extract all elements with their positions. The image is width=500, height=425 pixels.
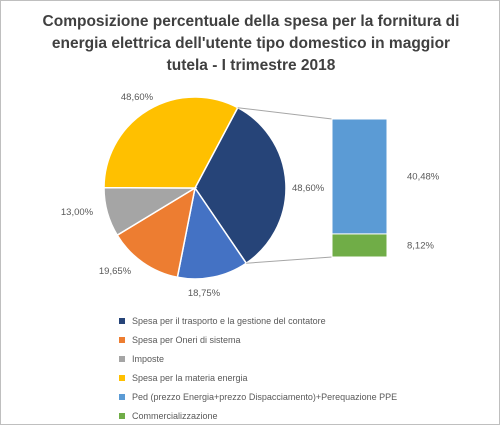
pie-data-label: 19,65%	[99, 266, 132, 277]
pie-data-label: 48,60%	[121, 92, 154, 103]
connector-lines	[237, 107, 333, 264]
legend-swatch	[119, 317, 125, 324]
legend-label: Commercializzazione	[132, 410, 218, 421]
legend-item: Commercializzazione	[119, 406, 489, 425]
chart-title: Composizione percentuale della spesa per…	[42, 13, 460, 74]
legend-item: Spesa per Oneri di sistema	[119, 330, 489, 349]
bar-segment-commercializzazione	[331, 233, 388, 258]
legend-swatch	[119, 355, 125, 362]
pie	[103, 96, 287, 280]
bar-segment-ped-prezzo-energia-prezzo-dispacciamento-perequazione-ppe	[331, 118, 388, 235]
pie-data-label: 13,00%	[61, 207, 94, 218]
data-labels: 48,60% 18,75% 19,65% 13,00% 48,60% 40,48% 8,12…	[61, 92, 440, 299]
connector-line-top	[237, 107, 333, 120]
legend-item: Imposte	[119, 349, 489, 368]
legend-item: Ped (prezzo Energia+prezzo Dispacciament…	[119, 387, 489, 406]
bar-data-label: 40,48%	[407, 171, 440, 182]
legend-item: Spesa per la materia energia	[119, 368, 489, 387]
pie-slice-trasporto	[176, 186, 248, 280]
legend-swatch	[119, 336, 125, 343]
legend: Spesa per il trasporto e la gestione del…	[119, 311, 489, 425]
bar-data-label: 8,12%	[407, 240, 434, 251]
pie-slice-materia-energia	[103, 96, 239, 189]
pie-slice-oneri	[116, 186, 197, 279]
legend-swatch	[119, 412, 125, 419]
secondary-bar	[331, 118, 388, 258]
legend-label: Ped (prezzo Energia+prezzo Dispacciament…	[132, 391, 398, 402]
legend-swatch	[119, 374, 125, 381]
legend-label: Spesa per la materia energia	[132, 372, 248, 383]
legend-swatch	[119, 393, 125, 400]
legend-label: Spesa per il trasporto e la gestione del…	[132, 315, 326, 326]
connector-line-bottom	[246, 256, 333, 264]
legend-label: Spesa per Oneri di sistema	[132, 334, 241, 345]
pie-data-label: 18,75%	[188, 288, 221, 299]
legend-label: Imposte	[132, 353, 165, 364]
pie-data-label: 48,60%	[292, 183, 325, 194]
legend-item: Spesa per il trasporto e la gestione del…	[119, 311, 489, 330]
